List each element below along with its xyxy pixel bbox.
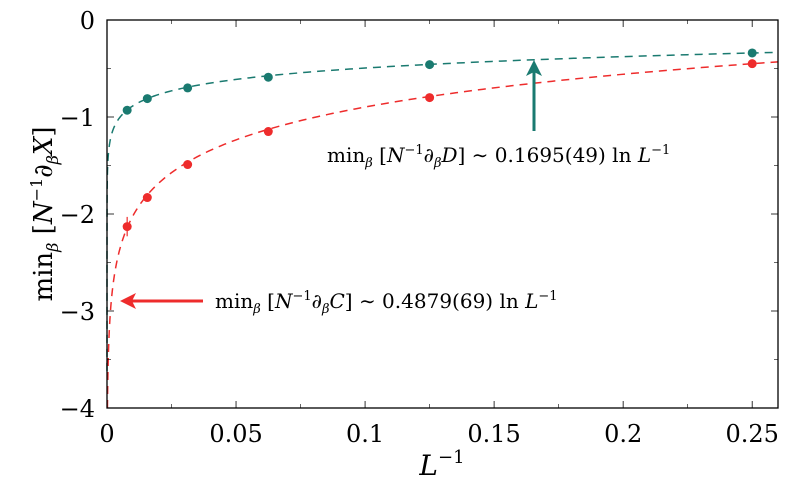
y-tick-label: −3 xyxy=(60,298,95,326)
data-point xyxy=(183,83,193,93)
x-tick-label: 0.15 xyxy=(467,420,520,448)
data-point xyxy=(122,222,132,232)
fit-curve-1 xyxy=(106,61,779,409)
fit-curve-0 xyxy=(106,51,779,371)
data-point xyxy=(425,60,435,70)
x-tick-label: 0 xyxy=(99,420,114,448)
y-tick-label: −4 xyxy=(60,395,95,423)
data-point xyxy=(747,59,757,69)
annotation-d: minβ [N−1∂βD] ∼ 0.1695(49) ln L−1 xyxy=(327,143,670,171)
data-point xyxy=(142,193,152,203)
data-point xyxy=(122,105,132,115)
arrow-c-head xyxy=(120,293,136,309)
x-tick-label: 0.25 xyxy=(725,420,778,448)
data-point xyxy=(747,48,757,58)
x-axis-label: L−1 xyxy=(418,447,464,482)
data-point xyxy=(263,127,273,137)
y-axis-label: minβ [N−1∂βX] xyxy=(27,126,62,301)
arrow-d-head xyxy=(526,60,542,76)
x-tick-label: 0.05 xyxy=(209,420,262,448)
data-point xyxy=(425,93,435,103)
y-tick-label: 0 xyxy=(80,7,95,35)
data-point xyxy=(183,160,193,170)
x-tick-label: 0.2 xyxy=(604,420,642,448)
y-tick-label: −1 xyxy=(60,104,95,132)
y-tick-label: −2 xyxy=(60,201,95,229)
data-point xyxy=(142,94,152,104)
data-point xyxy=(263,72,273,82)
plot-frame xyxy=(106,19,779,409)
x-tick-label: 0.1 xyxy=(346,420,384,448)
annotation-c: minβ [N−1∂βC] ∼ 0.4879(69) ln L−1 xyxy=(215,289,558,317)
